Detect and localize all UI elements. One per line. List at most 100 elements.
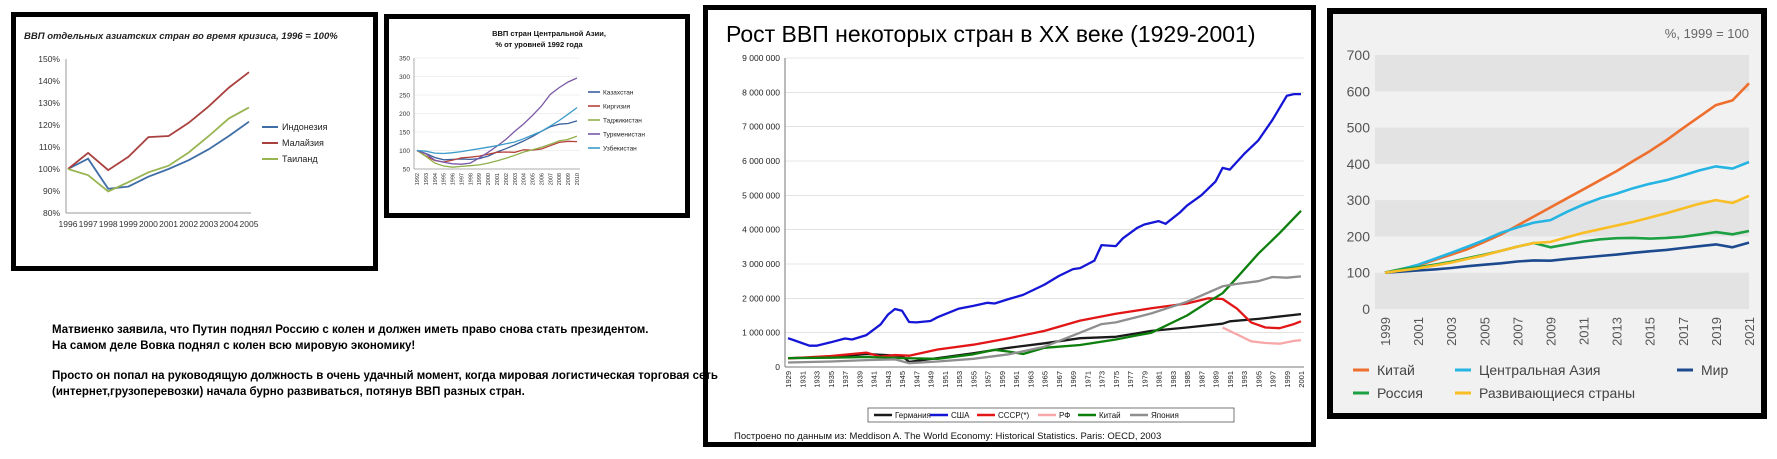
x-tick-label: 2001 [1411,317,1426,346]
legend-label: Туркменистан [603,132,645,139]
y-tick-label: 150 [399,130,410,137]
twentieth-century-plot: Рост ВВП некоторых стран в XX веке (1929… [726,21,1306,442]
x-tick-label: 1993 [1240,371,1249,388]
series-line-мир [1384,241,1750,274]
x-tick-label: 1939 [855,371,864,388]
y-tick-label: 500 [1347,120,1371,136]
x-tick-label: 1999 [477,173,483,185]
x-tick-label: 1935 [827,371,836,388]
asian-crisis-plot: ВВП отдельных азиатских стран во время к… [24,31,338,229]
y-tick-label: 9 000 000 [742,53,780,63]
x-tick-label: 2001 [495,173,501,185]
y-tick-label: 400 [1347,156,1371,172]
x-tick-label: 1994 [433,173,439,185]
x-tick-label: 1998 [468,173,474,185]
series-line-ссср [787,297,1302,360]
grid-band [1375,55,1749,92]
x-tick-label: 2009 [1543,317,1558,346]
y-tick-label: 7 000 000 [742,122,780,132]
legend-label: Малайзия [282,138,324,148]
x-tick-label: 1941 [870,371,879,388]
legend-label: США [951,411,970,420]
series-line-развивающиеся-страны [1384,194,1750,274]
legend-label: Таджикистан [603,118,642,125]
y-tick-label: 350 [399,56,410,63]
y-tick-label: 140% [38,76,60,86]
series-line-малайзия [67,71,250,172]
x-tick-label: 2008 [557,173,563,185]
legend-label: Китай [1377,362,1415,378]
caption-line-2: На самом деле Вовка поднял с колен всю м… [52,340,416,352]
y-tick-label: 300 [399,74,410,81]
x-tick-label: 1957 [984,371,993,388]
x-tick-label: 2007 [548,173,554,185]
x-tick-label: 2000 [486,173,492,185]
y-tick-label: 2 000 000 [742,293,780,303]
x-tick-label: 1995 [442,173,448,185]
legend-label: РФ [1059,411,1070,420]
x-tick-label: 1977 [1126,371,1135,388]
legend-label: Казахстан [603,90,634,97]
x-tick-label: 1969 [1069,371,1078,388]
x-tick-label: 1985 [1183,371,1192,388]
caption-line-3: Просто он попал на руководящую должность… [52,370,718,382]
y-tick-label: 100 [399,148,410,155]
x-tick-label: 2002 [179,219,198,229]
legend-label: Индонезия [282,122,328,132]
y-tick-label: 90% [43,186,60,196]
y-tick-label: 130% [38,98,60,108]
x-tick-label: 1983 [1169,371,1178,388]
series-line-китай [787,210,1302,360]
gdp-growth-1999-chart: %, 1999 = 100 0 100 200 300 400 500 600 700 1999 2… [1327,8,1767,419]
asian-crisis-chart: ВВП отдельных азиатских стран во время к… [11,12,378,271]
x-tick-label: 2009 [566,173,572,185]
twentieth-century-gdp-chart: Рост ВВП некоторых стран в XX веке (1929… [703,5,1316,447]
y-tick-label: 700 [1347,47,1371,63]
x-tick-label: 1961 [1012,371,1021,388]
x-tick-label: 2007 [1510,317,1525,346]
series-line-таиланд [67,106,250,193]
x-tick-label: 1992 [415,173,421,185]
x-tick-label: 1975 [1112,371,1121,388]
x-tick-label: 1996 [451,173,457,185]
legend-label: Германия [895,411,931,420]
y-tick-label: 200 [1347,228,1371,244]
y-tick-label: 8 000 000 [742,87,780,97]
x-tick-label: 1989 [1212,371,1221,388]
x-tick-label: 2001 [1297,371,1306,388]
x-tick-label: 2017 [1676,317,1691,346]
x-tick-label: 2004 [522,173,528,185]
x-tick-label: 1953 [955,371,964,388]
x-tick-label: 1949 [927,371,936,388]
legend-label: Киргизия [603,104,631,111]
x-tick-label: 1947 [912,371,921,388]
y-tick-label: 120% [38,120,60,130]
x-tick-label: 2003 [199,219,218,229]
x-tick-label: 1943 [884,371,893,388]
x-tick-label: 1993 [424,173,430,185]
x-tick-label: 2021 [1742,317,1757,346]
x-tick-label: 2011 [1577,317,1592,345]
x-tick-label: 1945 [898,371,907,388]
grid-band [1375,127,1749,164]
series-line-япония [787,275,1302,365]
y-tick-label: 600 [1347,83,1371,99]
x-tick-label: 1933 [813,371,822,388]
series-line-сша [787,92,1301,347]
series-line-китай [1384,82,1750,274]
chart-title: Рост ВВП некоторых стран в XX веке (1929… [726,21,1255,47]
unit-label: %, 1999 = 100 [1665,26,1749,41]
x-tick-label: 2005 [531,173,537,185]
y-tick-label: 1 000 000 [742,328,780,338]
x-tick-label: 1959 [998,371,1007,388]
y-tick-label: 150% [38,54,60,64]
y-tick-label: 100 [1347,265,1371,281]
series-line-центральная-азия [1384,160,1750,274]
caption-line-4: (интернет,грузоперевозки) начала бурно р… [52,386,525,398]
y-tick-label: 200 [399,111,410,118]
x-tick-label: 2010 [575,173,581,185]
legend-label: Таиланд [282,154,318,164]
x-tick-label: 1996 [59,219,78,229]
y-tick-label: 0 [775,362,780,372]
x-tick-label: 2005 [240,219,259,229]
